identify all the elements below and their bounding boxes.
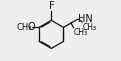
- Text: CH₃: CH₃: [82, 23, 97, 32]
- Text: CH₃: CH₃: [74, 28, 88, 37]
- Text: F: F: [49, 1, 54, 11]
- Text: O: O: [27, 22, 35, 32]
- Text: HN: HN: [78, 14, 93, 24]
- Text: CH₃: CH₃: [16, 23, 32, 32]
